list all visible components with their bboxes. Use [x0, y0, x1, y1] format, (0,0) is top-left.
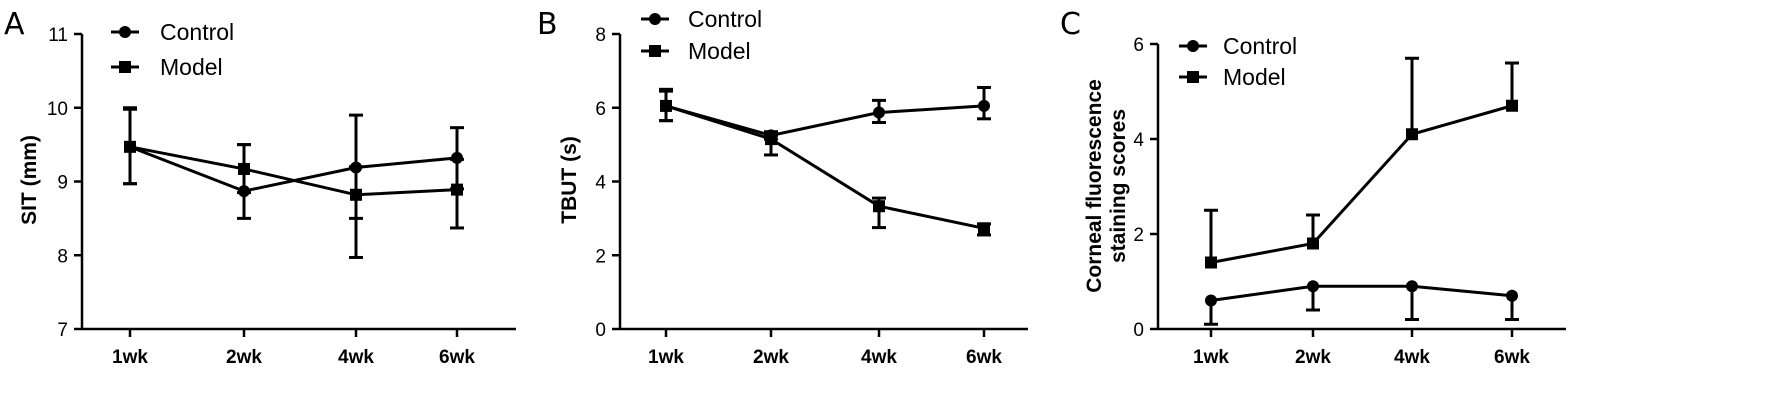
- y-tick-label: 6: [595, 99, 606, 120]
- y-tick-label: 2: [1133, 225, 1144, 246]
- x-tick-label: 2wk: [1295, 347, 1331, 368]
- data-point-square: [350, 188, 362, 201]
- series-model: [1204, 56, 1519, 269]
- series-model: [123, 107, 464, 259]
- y-tick-label: 2: [595, 246, 606, 267]
- y-tick-label: 6: [1133, 35, 1144, 56]
- y-axis-label: Corneal fluorescencestaining scores: [1083, 79, 1130, 293]
- y-tick-label: 4: [595, 173, 606, 194]
- series-line: [1210, 284, 1513, 302]
- data-point-square: [1307, 237, 1319, 250]
- x-tick-label: 4wk: [338, 347, 374, 368]
- legend-marker-square: [1187, 71, 1199, 83]
- series-line: [129, 145, 458, 197]
- x-tick-label: 1wk: [648, 347, 684, 368]
- series-line: [1210, 104, 1513, 264]
- series-line: [665, 104, 985, 230]
- legend-marker-circle: [1187, 40, 1199, 52]
- data-point-square: [873, 200, 885, 213]
- data-point-square: [451, 183, 463, 196]
- legend-marker-square: [119, 61, 131, 73]
- y-axis-label-line: SIT (mm): [18, 135, 41, 225]
- y-tick-label: 7: [57, 320, 68, 341]
- legend-item-model: Model: [641, 38, 751, 64]
- data-point-square: [765, 133, 777, 146]
- data-point-square: [238, 162, 250, 175]
- series-control: [659, 85, 991, 142]
- data-point-square: [1205, 256, 1217, 269]
- legend-item-control: Control: [641, 6, 762, 32]
- x-tick-label: 6wk: [1494, 347, 1530, 368]
- x-tick-label: 4wk: [1394, 347, 1430, 368]
- x-tick-label: 6wk: [966, 347, 1002, 368]
- legend-label: Model: [1223, 64, 1286, 90]
- legend-item-model: Model: [111, 54, 223, 80]
- x-tick-label: 2wk: [226, 347, 262, 368]
- y-tick-label: 0: [1133, 320, 1144, 341]
- data-point-square: [1406, 128, 1418, 141]
- panel-letter: A: [4, 7, 25, 42]
- series-line: [665, 104, 985, 137]
- y-tick-label: 0: [595, 320, 606, 341]
- y-axis-label: TBUT (s): [558, 136, 581, 224]
- data-point-square: [660, 99, 672, 112]
- legend-label: Control: [160, 19, 234, 45]
- data-point-circle: [978, 99, 990, 112]
- panel-c: C 0 2 4 6 1wk 2wk 4wk 6wk Corneal fluorescencesta…: [1060, 7, 1566, 368]
- legend-label: Control: [1223, 33, 1297, 59]
- panel-b: B 0 2 4 6 8 1wk 2wk 4wk 6wk TBUT (s) Control Model: [537, 6, 1028, 368]
- data-point-circle: [1205, 294, 1217, 307]
- y-tick-label: 8: [57, 246, 68, 267]
- x-tick-label: 1wk: [112, 347, 148, 368]
- legend-item-control: Control: [1179, 33, 1297, 59]
- legend-label: Model: [688, 38, 751, 64]
- x-tick-label: 6wk: [439, 347, 475, 368]
- series-control: [123, 106, 464, 220]
- series-control: [1204, 280, 1519, 326]
- data-point-square: [978, 222, 990, 235]
- legend-item-control: Control: [111, 19, 234, 45]
- data-point-circle: [1406, 280, 1418, 293]
- x-tick-label: 1wk: [1193, 347, 1229, 368]
- x-tick-label: 4wk: [861, 347, 897, 368]
- y-tick-label: 11: [48, 25, 68, 46]
- data-point-square: [124, 140, 136, 153]
- y-tick-label: 10: [47, 99, 68, 120]
- y-axis-label-line: staining scores: [1107, 109, 1130, 263]
- panel-letter: B: [537, 7, 558, 42]
- panel-a: A 7 8 9 10 11 1wk 2wk 4wk 6wk SIT (mm) Control Model: [4, 7, 516, 368]
- data-point-circle: [1307, 280, 1319, 293]
- data-point-square: [1506, 99, 1518, 112]
- x-tick-label: 2wk: [753, 347, 789, 368]
- legend-item-model: Model: [1179, 64, 1286, 90]
- y-tick-label: 8: [595, 25, 606, 46]
- legend-marker-square: [649, 45, 661, 57]
- y-tick-label: 9: [57, 173, 68, 194]
- legend-label: Control: [688, 6, 762, 32]
- legend-label: Model: [160, 54, 223, 80]
- series-line: [129, 145, 458, 193]
- y-axis-label-line: Corneal fluorescence: [1083, 79, 1106, 293]
- series-model: [659, 89, 991, 237]
- panel-letter: C: [1060, 7, 1081, 42]
- legend-marker-circle: [119, 26, 131, 38]
- legend-marker-circle: [649, 13, 661, 25]
- y-axis-label: SIT (mm): [18, 135, 41, 225]
- y-axis-label-line: TBUT (s): [558, 136, 581, 224]
- data-point-circle: [1506, 289, 1518, 302]
- data-point-circle: [873, 106, 885, 119]
- y-tick-label: 4: [1133, 130, 1144, 151]
